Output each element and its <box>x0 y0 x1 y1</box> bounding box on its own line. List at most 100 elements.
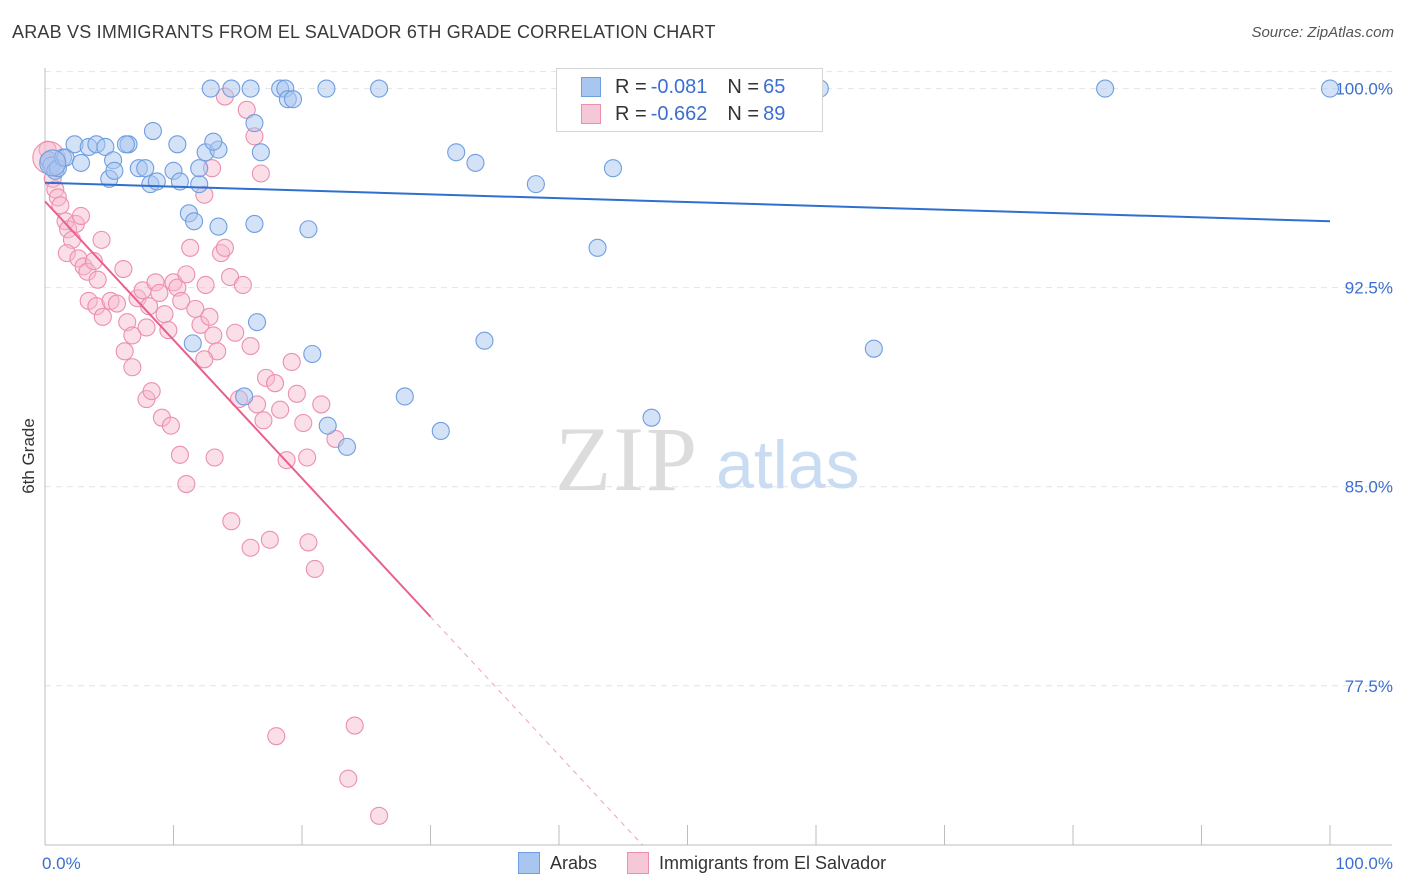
salvador-point <box>93 307 112 326</box>
salvador-point <box>205 448 224 467</box>
salvador-point <box>222 512 241 531</box>
salvador-point <box>260 530 279 549</box>
salvador-point <box>142 382 161 401</box>
salvador-point <box>241 538 260 557</box>
arab-point <box>395 387 414 406</box>
arab-point <box>317 79 336 98</box>
arab-point <box>588 238 607 257</box>
salvador-point <box>241 336 260 356</box>
salvador-point <box>220 267 240 287</box>
arab-point <box>245 114 264 133</box>
arab-point <box>235 387 254 406</box>
r-label: R = <box>615 102 647 125</box>
arab-point <box>370 79 389 98</box>
arabs-r-value: -0.081 <box>650 75 708 98</box>
salvador-point <box>123 358 142 377</box>
arab-point <box>603 159 623 178</box>
salvador-point <box>114 260 133 279</box>
salvador-point <box>172 291 191 310</box>
salvador-point <box>196 275 215 295</box>
salvador-trend-line <box>44 200 432 618</box>
arab-point <box>283 90 303 109</box>
arab-point <box>71 153 91 172</box>
salvador-point <box>177 265 196 284</box>
arab-point <box>105 161 124 180</box>
salvador-point <box>226 323 245 342</box>
salvador-point <box>146 273 165 292</box>
arabs-trend-line <box>44 181 1331 223</box>
salvador-point <box>123 326 142 345</box>
gridlines <box>45 71 1392 687</box>
arab-point <box>190 175 209 194</box>
y-tick-label: 85.0% <box>1345 478 1393 497</box>
arab-point <box>190 159 209 178</box>
arab-point <box>143 121 162 141</box>
arab-point <box>526 175 545 194</box>
salvador-point <box>195 350 214 369</box>
arab-point <box>864 339 883 358</box>
arab-point <box>136 159 155 178</box>
watermark: ZIP atlas <box>555 408 860 510</box>
salvador-point <box>87 297 106 316</box>
salvador-point <box>150 283 169 302</box>
arab-point <box>475 331 494 350</box>
salvador-point <box>107 294 127 313</box>
salvador-point <box>200 307 219 326</box>
salvador-n-value: 89 <box>763 102 786 125</box>
y-tick-label: 92.5% <box>1345 279 1393 298</box>
salvador-point <box>251 164 270 183</box>
watermark-atlas: atlas <box>716 427 860 503</box>
salvador-legend-label: Immigrants from El Salvador <box>659 852 887 873</box>
arab-point <box>245 214 264 233</box>
arab-point <box>299 220 318 239</box>
salvador-point <box>339 769 358 788</box>
salvador-point <box>267 727 286 746</box>
arab-point <box>204 132 223 151</box>
chart-title: ARAB VS IMMIGRANTS FROM EL SALVADOR 6TH … <box>12 22 716 42</box>
arab-point <box>241 79 260 98</box>
salvador-r-value: -0.662 <box>650 102 708 125</box>
arab-point <box>147 172 166 191</box>
salvador-point <box>118 313 137 332</box>
arab-point <box>116 135 136 154</box>
salvador-point <box>298 448 317 467</box>
correlation-legend: R = -0.081 N = 65 R = -0.662 N = 89 <box>556 68 823 132</box>
arab-point <box>1096 79 1115 98</box>
arab-point <box>183 334 202 353</box>
n-label: N = <box>727 102 760 125</box>
salvador-point <box>312 395 331 414</box>
arabs-n-value: 65 <box>763 75 786 98</box>
salvador-point <box>247 395 267 414</box>
salvador-point <box>282 352 301 372</box>
arab-point <box>209 217 228 236</box>
arab-point <box>222 79 241 98</box>
arab-point <box>318 416 337 435</box>
y-tick-label: 77.5% <box>1345 677 1393 696</box>
salvador-point <box>137 318 156 337</box>
salvador-point <box>299 533 318 552</box>
salvador-points <box>32 87 389 825</box>
salvador-point <box>181 238 200 257</box>
arab-point <box>96 137 115 157</box>
salvador-point <box>370 806 389 825</box>
salvador-point <box>256 368 276 387</box>
salvador-point <box>204 326 223 345</box>
salvador-point <box>233 275 252 295</box>
salvador-point <box>271 400 290 419</box>
legend-item-salvador[interactable]: Immigrants from El Salvador <box>627 852 886 874</box>
legend-row-arabs: R = -0.081 N = 65 <box>581 75 789 99</box>
arab-point <box>185 212 204 231</box>
salvador-point <box>305 559 324 579</box>
source-credit: Source: ZipAtlas.com <box>1251 24 1394 41</box>
arab-point <box>39 149 67 177</box>
watermark-zip: ZIP <box>555 408 699 510</box>
legend-item-arabs[interactable]: Arabs <box>518 852 597 874</box>
y-tick-label: 100.0% <box>1335 80 1393 99</box>
trend-lines <box>44 181 1331 846</box>
salvador-point <box>237 100 256 119</box>
salvador-trend-extension <box>430 616 643 846</box>
series-legend: Arabs Immigrants from El Salvador <box>518 852 916 874</box>
legend-row-salvador: R = -0.662 N = 89 <box>581 102 789 126</box>
arab-point <box>431 421 450 441</box>
